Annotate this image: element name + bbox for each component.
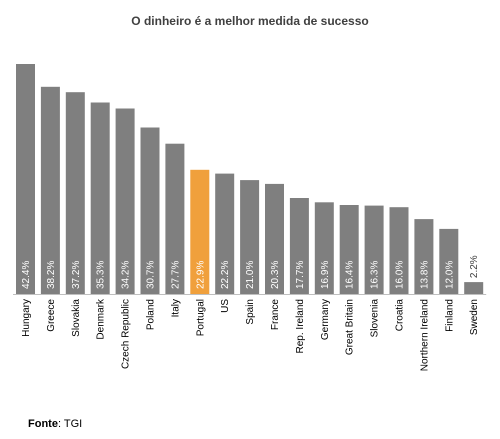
category-label: Sweden xyxy=(469,299,480,335)
bar-rep-ireland xyxy=(289,198,309,294)
category-label: Hungary xyxy=(21,299,32,337)
bar-croatia xyxy=(389,207,409,294)
chart-title: O dinheiro é a melhor medida de sucesso xyxy=(131,14,369,28)
value-label: 13.8% xyxy=(419,261,430,289)
bar-sweden xyxy=(464,282,484,294)
category-label: Great Britain xyxy=(345,299,356,355)
value-label: 37.2% xyxy=(71,261,82,289)
value-label: 16.9% xyxy=(320,261,331,289)
value-label: 22.2% xyxy=(220,261,231,289)
value-label: 34.2% xyxy=(121,261,132,289)
value-label: 2.2% xyxy=(469,255,480,278)
value-label: 16.4% xyxy=(345,261,356,289)
value-label: 16.0% xyxy=(395,261,406,289)
bar-slovenia xyxy=(364,205,384,294)
source-value: TGI xyxy=(63,418,83,430)
category-label: Slovenia xyxy=(370,299,381,338)
category-label: Croatia xyxy=(395,299,406,332)
bar-us xyxy=(215,173,235,294)
bar-italy xyxy=(165,143,185,294)
value-labels-layer: 42.4% 38.2% 37.2% 35.3% 34.2% 30.7% 27.7% 22.9%… xyxy=(21,255,480,289)
value-label: 30.7% xyxy=(146,261,157,289)
category-label: Finland xyxy=(444,299,455,332)
bar-finland xyxy=(439,228,459,294)
bar-slovakia xyxy=(65,92,85,294)
value-label: 17.7% xyxy=(295,261,306,289)
value-label: 12.0% xyxy=(444,261,455,289)
category-label: Spain xyxy=(245,299,256,325)
value-label: 22.9% xyxy=(195,261,206,289)
bar-portugal xyxy=(190,169,210,294)
bar-northern-ireland xyxy=(414,219,434,294)
category-label: Greece xyxy=(46,299,57,332)
category-labels-layer: Hungary Greece Slovakia Denmark Czech Republ… xyxy=(21,298,480,371)
bar-greece xyxy=(40,86,60,294)
category-label: Denmark xyxy=(96,298,107,340)
source-note: Fonte: TGI xyxy=(28,418,83,430)
category-label: Slovakia xyxy=(71,299,82,337)
bar-spain xyxy=(240,180,260,294)
value-label: 42.4% xyxy=(21,261,32,289)
bar-czech-republic xyxy=(115,108,135,294)
category-label: Czech Republic xyxy=(121,299,132,369)
bar-poland xyxy=(140,127,160,294)
category-label: Northern Ireland xyxy=(419,299,430,371)
bars-layer xyxy=(16,64,484,294)
value-label: 20.3% xyxy=(270,261,281,289)
value-label: 16.3% xyxy=(370,261,381,289)
value-label: 27.7% xyxy=(170,261,181,289)
category-label: Rep. Ireland xyxy=(295,299,306,353)
category-label: France xyxy=(270,299,281,331)
value-label: 21.0% xyxy=(245,261,256,289)
source-key: Fonte xyxy=(28,418,58,430)
bar-france xyxy=(265,183,284,294)
bar-great-britain xyxy=(339,205,359,294)
bar-germany xyxy=(314,202,334,294)
category-label: Italy xyxy=(170,299,181,317)
category-label: US xyxy=(220,299,231,313)
category-label: Portugal xyxy=(195,299,206,336)
bar-hungary xyxy=(16,64,35,294)
value-label: 35.3% xyxy=(96,261,107,289)
bar-denmark xyxy=(90,102,110,294)
value-label: 38.2% xyxy=(46,261,57,289)
category-label: Germany xyxy=(320,299,331,340)
category-label: Poland xyxy=(146,299,157,330)
